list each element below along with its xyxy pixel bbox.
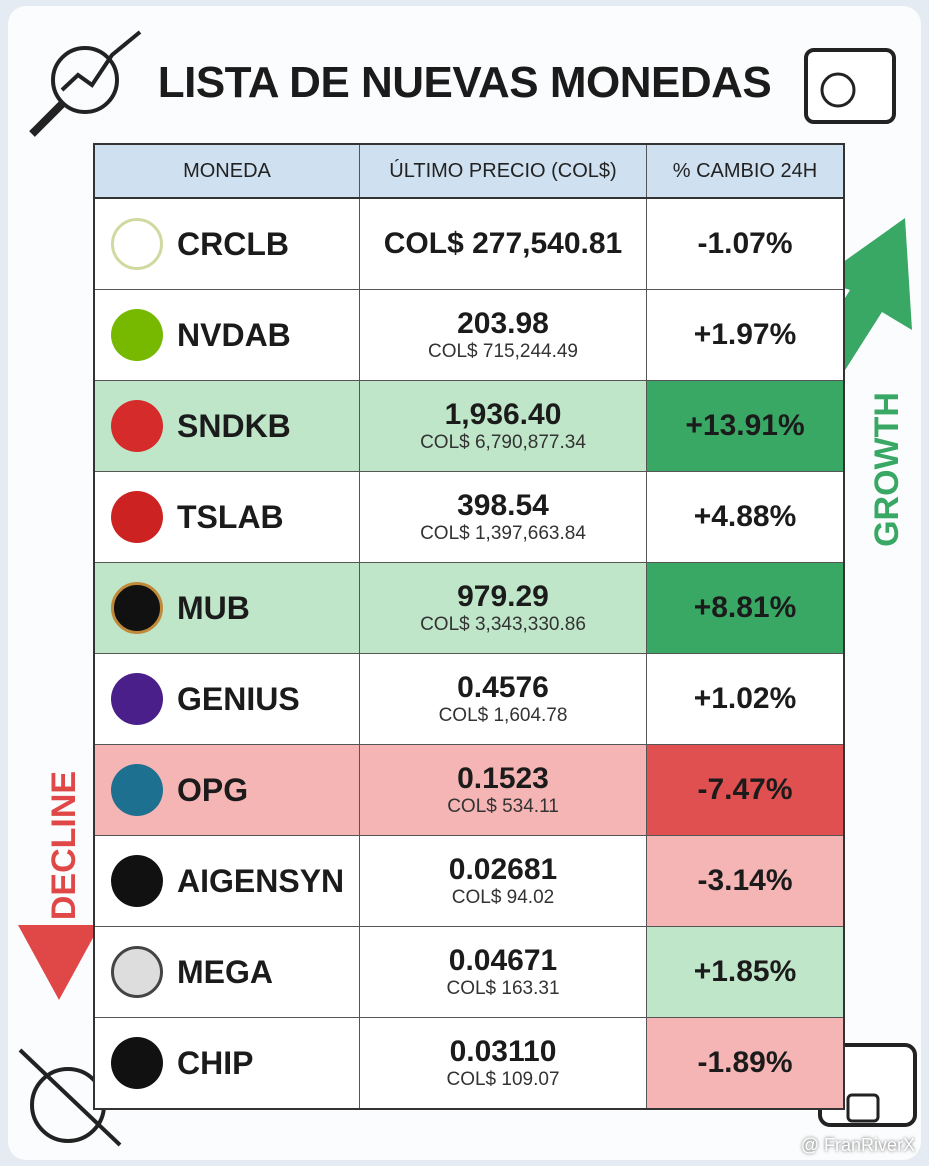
coin-name: AIGENSYN bbox=[177, 862, 345, 899]
coin-cell: MEGA bbox=[95, 927, 360, 1017]
price-cell: 0.4576 COL$ 1,604.78 bbox=[360, 654, 647, 744]
coin-name: MUB bbox=[177, 589, 250, 626]
coin-cell: SNDKB bbox=[95, 381, 360, 471]
price-col: COL$ 6,790,877.34 bbox=[420, 432, 586, 453]
change-cell: +13.91% bbox=[647, 381, 843, 471]
coin-icon bbox=[111, 309, 163, 361]
coin-icon bbox=[111, 1037, 163, 1089]
price-cell: 203.98 COL$ 715,244.49 bbox=[360, 290, 647, 380]
price-col: COL$ 1,397,663.84 bbox=[420, 523, 586, 544]
price: 0.1523 bbox=[457, 762, 549, 795]
coin-cell: GENIUS bbox=[95, 654, 360, 744]
price-cell: 0.02681 COL$ 94.02 bbox=[360, 836, 647, 926]
coin-icon bbox=[111, 491, 163, 543]
column-header: % CAMBIO 24H bbox=[672, 159, 818, 182]
change-cell: +1.85% bbox=[647, 927, 843, 1017]
table-row: MEGA 0.04671 COL$ 163.31 +1.85% bbox=[95, 927, 843, 1018]
change-cell: -1.89% bbox=[647, 1018, 843, 1108]
price-cell: 1,936.40 COL$ 6,790,877.34 bbox=[360, 381, 647, 471]
change-cell: -1.07% bbox=[647, 199, 843, 289]
table-row: GENIUS 0.4576 COL$ 1,604.78 +1.02% bbox=[95, 654, 843, 745]
price-cell: COL$ 277,540.81 bbox=[360, 199, 647, 289]
decline-label: DECLINE bbox=[45, 770, 84, 921]
price: 979.29 bbox=[457, 580, 549, 613]
coin-icon bbox=[111, 400, 163, 452]
column-header: MONEDA bbox=[95, 145, 360, 197]
price: 203.98 bbox=[457, 307, 549, 340]
coin-name: GENIUS bbox=[177, 680, 300, 717]
coin-name: TSLAB bbox=[177, 498, 284, 535]
price-cell: 398.54 COL$ 1,397,663.84 bbox=[360, 472, 647, 562]
price: 398.54 bbox=[457, 489, 549, 522]
price: 0.03110 bbox=[449, 1035, 557, 1068]
coin-cell: TSLAB bbox=[95, 472, 360, 562]
table-row: TSLAB 398.54 COL$ 1,397,663.84 +4.88% bbox=[95, 472, 843, 563]
coin-icon bbox=[111, 764, 163, 816]
column-header: ÚLTIMO PRECIO (COL$) bbox=[360, 145, 647, 197]
coin-name: OPG bbox=[177, 771, 249, 808]
coin-icon bbox=[111, 218, 163, 270]
coin-cell: OPG bbox=[95, 745, 360, 835]
magnifier-icon bbox=[29, 30, 142, 137]
change-cell: -7.47% bbox=[647, 745, 843, 835]
table-row: OPG 0.1523 COL$ 534.11 -7.47% bbox=[95, 745, 843, 836]
price: 0.4576 bbox=[457, 671, 549, 704]
watermark: @ FranRiverX bbox=[800, 1135, 915, 1155]
coin-cell: NVDAB bbox=[95, 290, 360, 380]
price-col: COL$ 109.07 bbox=[446, 1069, 560, 1090]
growth-label: GROWTH bbox=[867, 392, 906, 547]
price: 0.04671 bbox=[448, 944, 558, 977]
table-row: NVDAB 203.98 COL$ 715,244.49 +1.97% bbox=[95, 290, 843, 381]
header-row: MONEDA ÚLTIMO PRECIO (COL$) % CAMBIO 24H bbox=[95, 145, 843, 199]
price-col: COL$ 94.02 bbox=[451, 887, 555, 908]
table-row: SNDKB 1,936.40 COL$ 6,790,877.34 +13.91% bbox=[95, 381, 843, 472]
price-col: COL$ 534.11 bbox=[447, 796, 559, 817]
change-cell: +8.81% bbox=[647, 563, 843, 653]
coin-icon bbox=[111, 673, 163, 725]
change-cell: +4.88% bbox=[647, 472, 843, 562]
price: 0.02681 bbox=[448, 853, 558, 886]
decline-arrow bbox=[18, 925, 100, 1000]
coin-name: CHIP bbox=[177, 1044, 254, 1081]
title: LISTA DE NUEVAS MONEDAS bbox=[157, 58, 772, 107]
wallet-icon bbox=[804, 48, 896, 124]
price: COL$ 277,540.81 bbox=[383, 227, 623, 260]
price: 1,936.40 bbox=[444, 398, 562, 431]
table-row: CRCLB COL$ 277,540.81 -1.07% bbox=[95, 199, 843, 290]
table: MONEDA ÚLTIMO PRECIO (COL$) % CAMBIO 24H… bbox=[93, 143, 845, 1110]
coin-cell: CRCLB bbox=[95, 199, 360, 289]
price-col: COL$ 163.31 bbox=[446, 978, 560, 999]
coin-name: CRCLB bbox=[177, 225, 289, 262]
coin-name: MEGA bbox=[177, 953, 273, 990]
coin-icon bbox=[111, 946, 163, 998]
price-col: COL$ 1,604.78 bbox=[438, 705, 568, 726]
coin-icon bbox=[111, 855, 163, 907]
coin-cell: AIGENSYN bbox=[95, 836, 360, 926]
table-row: AIGENSYN 0.02681 COL$ 94.02 -3.14% bbox=[95, 836, 843, 927]
coin-name: NVDAB bbox=[177, 316, 291, 353]
change-cell: +1.97% bbox=[647, 290, 843, 380]
change-cell: +1.02% bbox=[647, 654, 843, 744]
coin-icon bbox=[111, 582, 163, 634]
table-row: CHIP 0.03110 COL$ 109.07 -1.89% bbox=[95, 1018, 843, 1108]
price-col: COL$ 3,343,330.86 bbox=[420, 614, 586, 635]
price-cell: 0.04671 COL$ 163.31 bbox=[360, 927, 647, 1017]
price-cell: 0.1523 COL$ 534.11 bbox=[360, 745, 647, 835]
price-cell: 979.29 COL$ 3,343,330.86 bbox=[360, 563, 647, 653]
price-cell: 0.03110 COL$ 109.07 bbox=[360, 1018, 647, 1108]
coin-cell: CHIP bbox=[95, 1018, 360, 1108]
coin-name: SNDKB bbox=[177, 407, 291, 444]
coin-cell: MUB bbox=[95, 563, 360, 653]
change-cell: -3.14% bbox=[647, 836, 843, 926]
price-col: COL$ 715,244.49 bbox=[427, 341, 578, 362]
table-row: MUB 979.29 COL$ 3,343,330.86 +8.81% bbox=[95, 563, 843, 654]
